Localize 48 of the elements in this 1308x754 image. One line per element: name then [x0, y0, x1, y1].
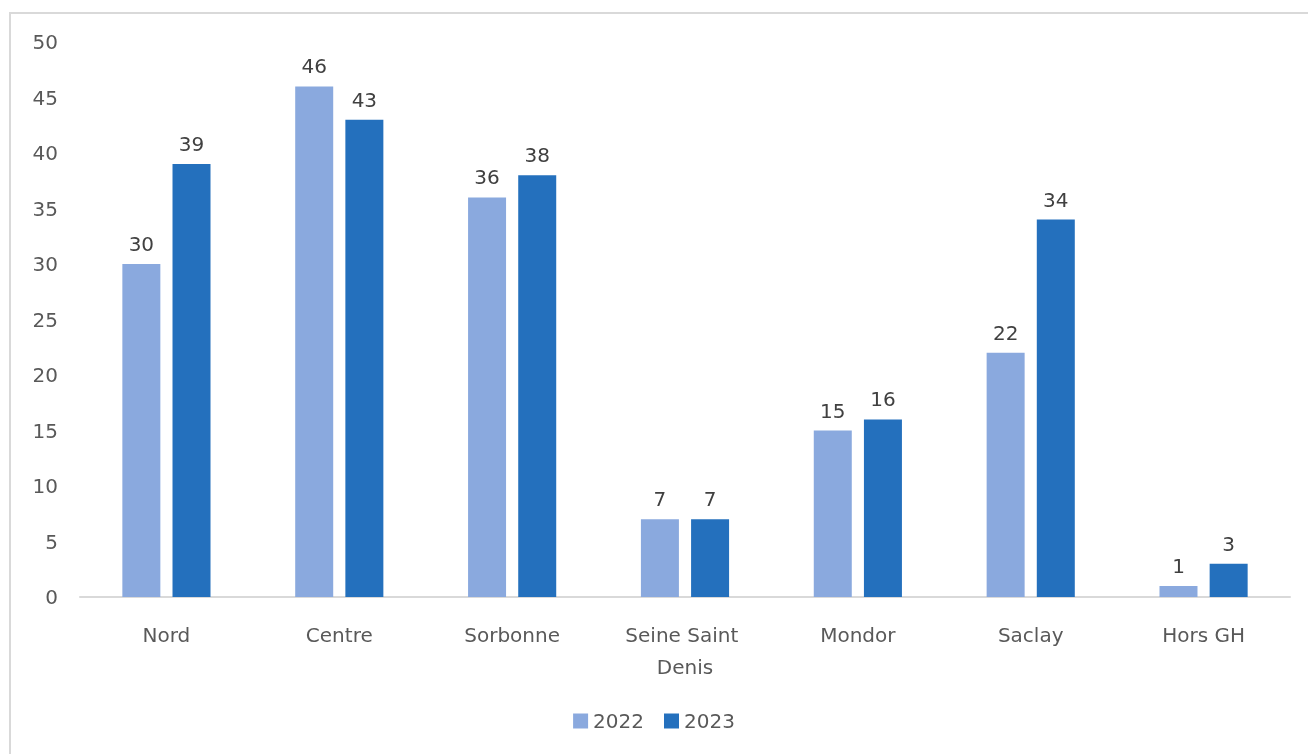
- y-tick-label: 35: [32, 196, 58, 221]
- data-label: 43: [351, 87, 378, 112]
- legend-label: 2023: [684, 709, 735, 733]
- y-tick-label: 20: [32, 363, 58, 387]
- y-tick-label: 10: [32, 474, 58, 498]
- x-tick-label: Hors GH: [1162, 623, 1245, 647]
- data-label: 15: [820, 398, 846, 423]
- y-tick-label: 50: [32, 30, 58, 54]
- x-tick-label: Centre: [305, 623, 373, 647]
- data-label: 30: [128, 232, 155, 256]
- bar: [640, 519, 679, 597]
- bar: [1036, 219, 1075, 597]
- data-label: 22: [992, 320, 1019, 345]
- x-tick-label: Nord: [142, 623, 191, 647]
- data-label: 39: [178, 132, 205, 157]
- x-tick-label: Sorbonne: [464, 623, 561, 647]
- y-tick-label: 40: [32, 141, 58, 165]
- y-tick-label: 45: [32, 85, 58, 110]
- y-tick-label: 0: [45, 585, 58, 609]
- y-tick-label: 25: [32, 307, 58, 332]
- bar: [172, 164, 211, 597]
- y-tick-label: 15: [32, 418, 58, 443]
- bar: [295, 86, 334, 597]
- bar: [122, 264, 161, 597]
- x-tick-label: Saclay: [997, 623, 1064, 647]
- data-label: 34: [1043, 187, 1069, 212]
- legend-label: 2022: [593, 709, 645, 733]
- data-label: 16: [870, 387, 896, 412]
- data-label: 38: [524, 143, 550, 168]
- data-label: 36: [474, 165, 500, 190]
- x-tick-label: Seine Saint Denis: [625, 623, 745, 679]
- bar: [986, 352, 1025, 597]
- x-tick-label: Mondor: [820, 623, 897, 647]
- bar: [813, 430, 852, 597]
- data-label: 7: [703, 487, 717, 512]
- bar: [345, 119, 384, 597]
- bar: [863, 419, 902, 597]
- bar: [518, 175, 557, 597]
- y-tick-label: 30: [32, 252, 58, 276]
- data-label: 1: [1172, 553, 1185, 578]
- bar: [691, 519, 730, 597]
- bar: [1159, 585, 1198, 597]
- y-tick-label: 5: [45, 529, 58, 554]
- data-label: 46: [301, 54, 327, 79]
- bar: [468, 197, 507, 597]
- data-label: 7: [653, 487, 667, 512]
- data-label: 3: [1222, 531, 1236, 556]
- bar: [1209, 563, 1248, 597]
